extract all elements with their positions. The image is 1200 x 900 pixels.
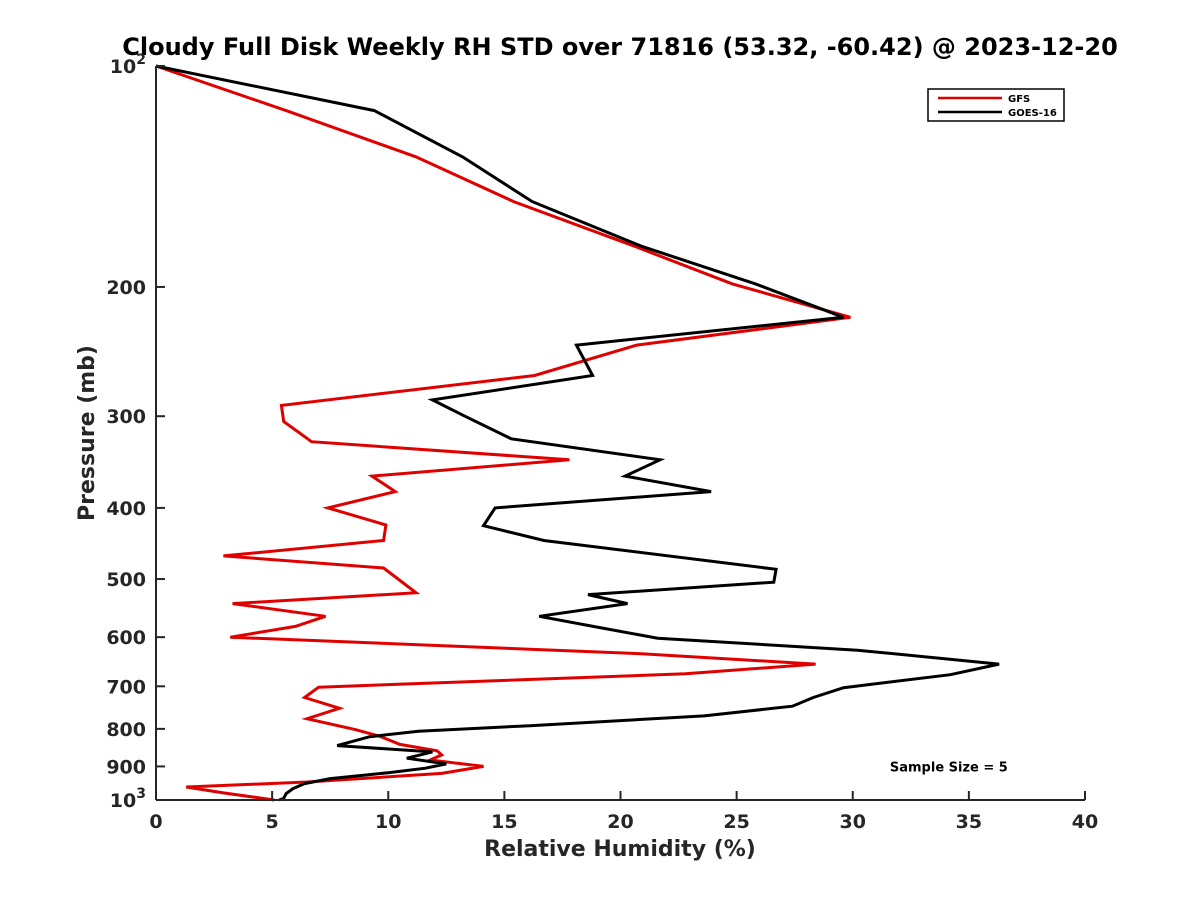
y-axis-label: Pressure (mb)	[75, 345, 100, 521]
plot-background	[156, 66, 1085, 800]
y-axis: 102 200 300 400 500 600 700 800 900 103	[106, 52, 165, 812]
x-tick-label: 30	[840, 811, 866, 833]
y-tick-label: 700	[106, 676, 146, 698]
x-axis-label: Relative Humidity (%)	[484, 837, 756, 862]
x-tick-label: 20	[607, 811, 633, 833]
series-layer	[155, 64, 1000, 802]
y-tick-label: 900	[106, 756, 146, 778]
y-tick-label: 102	[110, 52, 146, 78]
legend-box	[927, 88, 1065, 122]
legend: GFS GOES-16	[927, 88, 1065, 122]
plot-area	[156, 66, 1085, 800]
y-tick-label: 500	[106, 569, 146, 591]
x-tick-label: 0	[149, 811, 162, 833]
y-tick-label: 800	[106, 719, 146, 741]
y-tick-label: 200	[106, 277, 146, 299]
y-tick-label: 300	[106, 406, 146, 428]
chart-title: Cloudy Full Disk Weekly RH STD over 7181…	[122, 33, 1118, 61]
x-tick-label: 35	[956, 811, 982, 833]
annotations: Sample Size = 5	[890, 760, 1008, 775]
x-tick-label: 40	[1072, 811, 1098, 833]
x-tick-label: 15	[491, 811, 517, 833]
x-tick-label: 25	[723, 811, 749, 833]
sample-size-note: Sample Size = 5	[890, 760, 1008, 775]
series-line-gfs	[155, 64, 851, 802]
x-axis: 0 5 10 15 20 25 30 35 40	[149, 791, 1098, 833]
x-tick-label: 10	[375, 811, 401, 833]
x-tick-label: 5	[266, 811, 279, 833]
series-line-goes-16	[155, 64, 1000, 802]
legend-label-gfs: GFS	[1008, 94, 1030, 105]
legend-label-goes-16: GOES-16	[1008, 108, 1057, 119]
y-tick-label: 600	[106, 627, 146, 649]
y-tick-label: 103	[110, 786, 146, 812]
y-tick-label: 400	[106, 498, 146, 520]
